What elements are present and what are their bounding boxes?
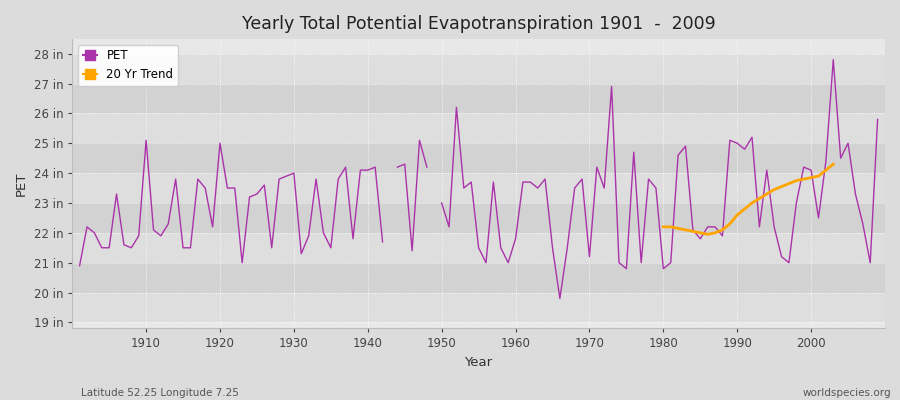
Bar [72, 143, 885, 173]
Y-axis label: PET: PET [15, 171, 28, 196]
Bar [72, 292, 885, 322]
Text: worldspecies.org: worldspecies.org [803, 388, 891, 398]
Title: Yearly Total Potential Evapotranspiration 1901  -  2009: Yearly Total Potential Evapotranspiratio… [242, 15, 716, 33]
Bar [72, 173, 885, 203]
Bar [72, 84, 885, 113]
Text: Latitude 52.25 Longitude 7.25: Latitude 52.25 Longitude 7.25 [81, 388, 239, 398]
Bar [72, 203, 885, 233]
Bar [72, 263, 885, 292]
Legend: PET, 20 Yr Trend: PET, 20 Yr Trend [78, 45, 178, 86]
Bar [72, 54, 885, 84]
X-axis label: Year: Year [464, 356, 492, 369]
Bar [72, 113, 885, 143]
Bar [72, 233, 885, 263]
